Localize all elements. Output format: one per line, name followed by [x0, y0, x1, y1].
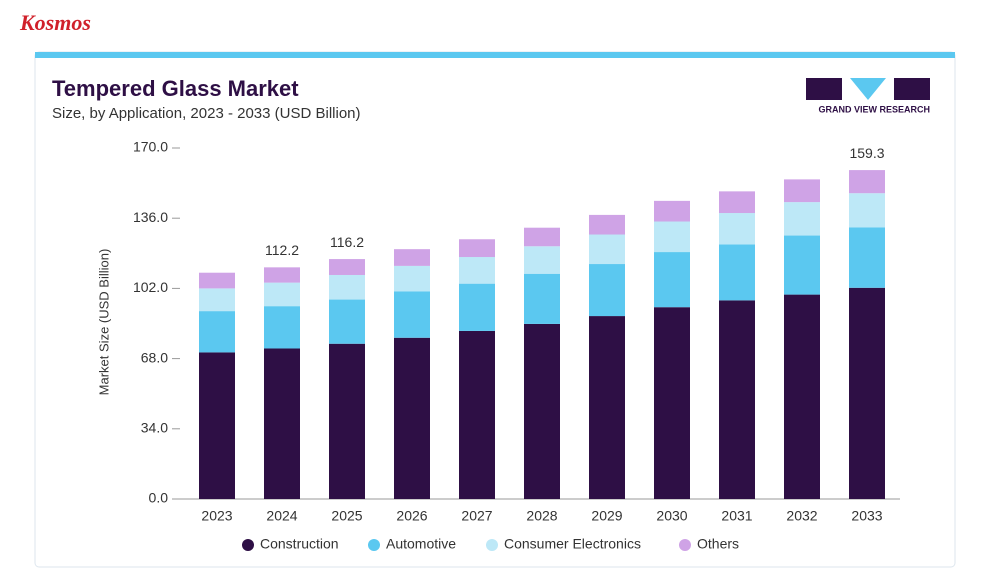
bar-segment [849, 227, 885, 288]
x-tick-label: 2032 [786, 508, 817, 524]
total-label: 116.2 [330, 234, 364, 250]
bar-segment [394, 337, 430, 499]
x-tick-label: 2023 [201, 508, 232, 524]
bar-segment [784, 235, 820, 295]
y-axis-title: Market Size (USD Billion) [96, 249, 111, 396]
bar-segment [199, 288, 235, 312]
y-tick-label: 102.0 [133, 279, 168, 295]
bar-segment [589, 234, 625, 265]
bar-segment [459, 330, 495, 499]
legend-swatch [368, 539, 380, 551]
bar-segment [524, 227, 560, 247]
bar-segment [719, 300, 755, 499]
bar-segment [394, 249, 430, 266]
total-label: 112.2 [265, 242, 299, 258]
bar-segment [589, 316, 625, 499]
x-tick-label: 2027 [461, 508, 492, 524]
bar-segment [199, 311, 235, 353]
logo-block [894, 78, 930, 100]
legend-label: Construction [260, 536, 339, 552]
x-tick-label: 2026 [396, 508, 427, 524]
bar-segment [719, 191, 755, 214]
bar-segment [459, 239, 495, 258]
bar-segment [719, 244, 755, 301]
x-tick-label: 2028 [526, 508, 557, 524]
y-tick-label: 170.0 [133, 139, 168, 155]
bar-segment [524, 273, 560, 324]
y-tick-label: 136.0 [133, 209, 168, 225]
bar-segment [654, 252, 690, 308]
bar-segment [654, 200, 690, 222]
bar-segment [394, 265, 430, 292]
bar-segment [264, 306, 300, 349]
bar-segment [719, 213, 755, 245]
bar-segment [264, 348, 300, 499]
logo-block [806, 78, 842, 100]
total-label: 159.3 [849, 145, 884, 161]
y-tick-label: 0.0 [149, 490, 169, 506]
bar-segment [849, 193, 885, 228]
bar-segment [329, 274, 365, 300]
bar-segment [459, 257, 495, 284]
bar-segment [589, 264, 625, 317]
bar-segment [264, 282, 300, 307]
x-tick-label: 2029 [591, 508, 622, 524]
y-tick-label: 68.0 [141, 349, 168, 365]
bar-segment [654, 307, 690, 499]
bar-segment [524, 323, 560, 499]
bar-segment [329, 259, 365, 275]
bar-segment [199, 272, 235, 289]
bar-segment [849, 287, 885, 499]
x-tick-label: 2030 [656, 508, 687, 524]
bar-segment [654, 221, 690, 253]
legend-label: Consumer Electronics [504, 536, 641, 552]
chart-subtitle: Size, by Application, 2023 - 2033 (USD B… [52, 105, 361, 122]
legend-swatch [242, 539, 254, 551]
legend-swatch [486, 539, 498, 551]
bar-segment [524, 246, 560, 274]
bar-segment [264, 267, 300, 283]
x-tick-label: 2025 [331, 508, 362, 524]
bar-segment [459, 283, 495, 331]
brand: Kosmos [19, 10, 91, 35]
bar-segment [329, 343, 365, 499]
x-tick-label: 2024 [266, 508, 297, 524]
legend-swatch [679, 539, 691, 551]
card-top-bar [35, 52, 955, 58]
bar-segment [589, 214, 625, 235]
y-tick-label: 34.0 [141, 420, 168, 436]
bar-segment [784, 294, 820, 499]
x-tick-label: 2033 [851, 508, 882, 524]
x-tick-label: 2031 [721, 508, 752, 524]
chart-title: Tempered Glass Market [52, 76, 299, 101]
bar-segment [849, 170, 885, 194]
bar-segment [784, 179, 820, 203]
bar-segment [329, 299, 365, 344]
bar-segment [784, 202, 820, 236]
legend-label: Automotive [386, 536, 456, 552]
logo-text: GRAND VIEW RESEARCH [818, 104, 930, 114]
bar-segment [394, 291, 430, 338]
legend-label: Others [697, 536, 739, 552]
logo: GRAND VIEW RESEARCH [806, 78, 930, 114]
logo-block [850, 78, 886, 100]
bar-segment [199, 352, 235, 499]
